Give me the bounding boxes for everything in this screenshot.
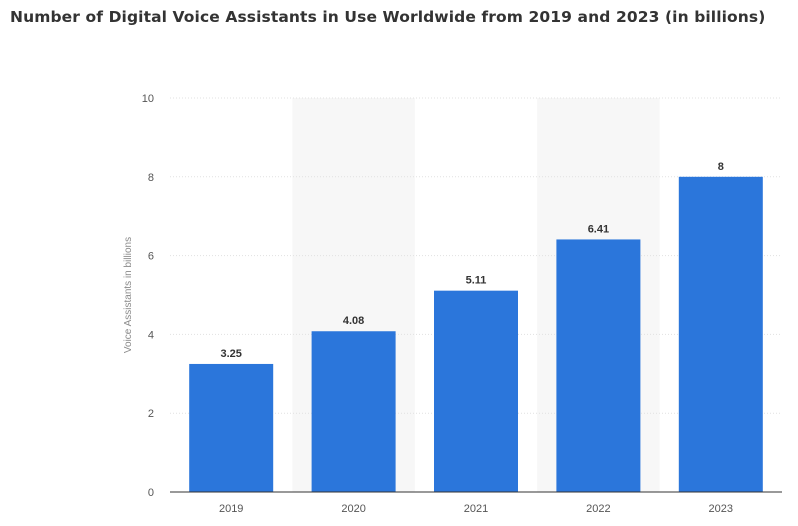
x-tick-label-2020: 2020 [341,503,365,515]
bar-2019 [189,363,274,492]
data-label-2020: 4.08 [343,315,364,327]
y-axis-label: Voice Assistants in billions [123,237,134,353]
bar-2023 [678,176,763,493]
y-tick-label: 2 [148,408,154,420]
data-labels: 3.25 4.08 5.11 6.41 8 [220,161,723,360]
data-label-2023: 8 [718,161,724,173]
bar-2020 [311,331,396,492]
x-tick-label-2021: 2021 [464,503,488,515]
data-label-2021: 5.11 [466,275,487,287]
y-tick-labels: 0 2 4 6 8 10 [142,93,154,499]
x-tick-label-2023: 2023 [709,503,733,515]
x-tick-label-2019: 2019 [219,503,243,515]
y-tick-label: 6 [148,251,154,263]
bar-2022 [556,239,641,492]
chart-title: Number of Digital Voice Assistants in Us… [10,8,766,26]
x-tick-labels: 2019 2020 2021 2022 2023 [219,503,733,515]
bar-2021 [434,290,518,492]
data-label-2022: 6.41 [588,223,609,235]
y-tick-label: 4 [148,329,154,341]
x-tick-label-2022: 2022 [586,503,610,515]
y-tick-label: 8 [148,172,154,184]
data-label-2019: 3.25 [220,348,241,360]
bars [189,176,763,493]
y-tick-label: 0 [148,487,154,499]
y-tick-label: 10 [142,93,154,105]
